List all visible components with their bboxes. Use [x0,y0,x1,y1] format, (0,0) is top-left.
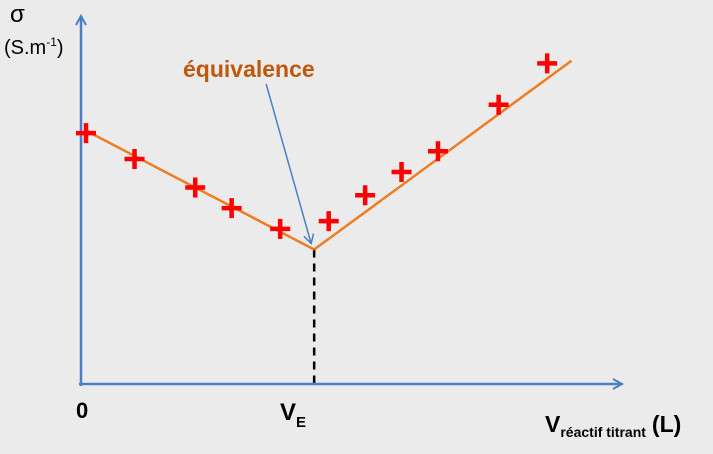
data-point [537,53,558,74]
data-point [355,185,376,206]
y-axis-label-sigma: σ [10,1,25,28]
data-point [391,161,412,182]
ve-main: V [280,399,296,426]
x-origin-tick: 0 [76,398,88,423]
data-point [76,123,96,144]
equivalence-annotation: équivalence [183,56,315,82]
annotation-layer: équivalence [183,56,315,246]
data-point [488,94,509,115]
x-label-unit: (L) [652,411,681,437]
data-points [76,53,558,239]
axis-labels: σ (S.m-1) 0 VE Vréactif titrant (L) [4,1,681,440]
data-point [124,149,145,170]
data-point [185,177,206,198]
ve-tick-label: VE [280,399,306,431]
x-axis-label: Vréactif titrant (L) [545,411,681,440]
y-unit-open: (S.m [4,37,46,59]
data-point [221,198,242,219]
data-point [318,211,339,232]
ve-subscript: E [296,414,306,431]
data-point [270,218,291,239]
x-label-subscript: réactif titrant [560,424,646,440]
data-point [427,141,448,162]
y-unit-close: ) [57,37,64,59]
x-label-main: V [545,411,561,437]
axes [79,16,622,386]
equivalence-arrow [265,83,315,246]
fit-line-2 [313,59,573,251]
y-unit-exponent: -1 [46,35,57,49]
y-axis-unit: (S.m-1) [4,35,64,59]
